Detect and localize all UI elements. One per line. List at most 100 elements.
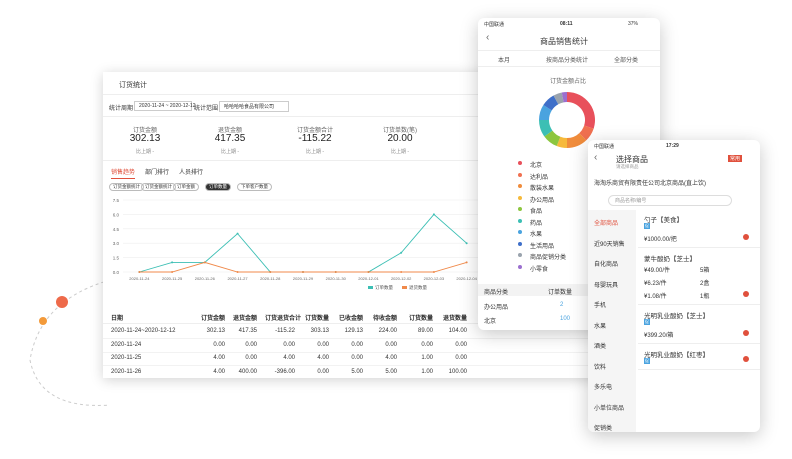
table-cell: 2020-11-25 — [111, 355, 142, 361]
point — [465, 261, 468, 264]
chip[interactable]: 下单客户数量 — [237, 183, 272, 191]
legend-dot — [518, 264, 522, 269]
legend-swatch — [402, 286, 407, 289]
point — [334, 271, 337, 273]
legend-name: 北京 — [530, 163, 543, 169]
legend-name: 散装水果 — [530, 186, 555, 192]
chip[interactable]: 订货金额统计 — [141, 183, 176, 191]
time: 17:29 — [666, 143, 679, 149]
chart-title: 订货金额占比 — [550, 79, 587, 85]
table-cell: 2020-11-26 — [111, 368, 142, 375]
badge: 促 — [644, 319, 650, 325]
table-cell: 办公用品 — [484, 305, 509, 311]
x-tick-label: 2020-12-02 — [391, 276, 412, 281]
table-cell: 224.00 — [378, 328, 397, 334]
category[interactable]: 饮料 — [594, 364, 607, 371]
divider — [103, 323, 603, 324]
table-cell: 4.00 — [317, 355, 329, 361]
x-tick-label: 2020-12-03 — [424, 276, 445, 281]
table-cell: 1.00 — [421, 355, 433, 361]
chip[interactable]: 订单金额 — [173, 183, 199, 191]
x-tick-label: 2020-11-27 — [227, 276, 248, 281]
tab[interactable]: 部门排行 — [145, 170, 170, 176]
table-cell: 303.13 — [310, 328, 329, 334]
donut-segment — [539, 120, 553, 137]
table-header: 商品分类 — [484, 290, 509, 296]
legend-name: 食品 — [530, 209, 543, 215]
table-cell: 89.00 — [417, 328, 433, 334]
add-btn — [743, 234, 749, 240]
table-cell: 5.00 — [351, 368, 363, 375]
x-tick-label: 2020-11-29 — [293, 276, 314, 281]
category[interactable]: 酒类 — [594, 344, 607, 350]
back: ‹ — [486, 32, 490, 43]
battery: 37% — [628, 21, 639, 27]
category[interactable]: 全部商品 — [594, 221, 619, 227]
legend-name: 小零食 — [530, 266, 549, 273]
category[interactable]: 母婴玩具 — [594, 282, 619, 289]
point — [432, 213, 435, 216]
stat-compare: 比上期 - — [305, 149, 325, 155]
product-name: 勺子【美食】 — [644, 217, 683, 224]
point — [302, 271, 304, 273]
tag: 常用 — [728, 155, 743, 162]
point — [171, 271, 174, 273]
search-box[interactable]: 商品名称/编号 — [608, 195, 732, 206]
time: 08:11 — [560, 21, 573, 27]
donut-segment — [567, 92, 595, 129]
point — [400, 271, 403, 273]
divider — [103, 160, 603, 161]
filter-value: 2020-11-24 ~ 2020-12-12 — [134, 101, 195, 111]
category[interactable]: 小单位商品 — [594, 405, 625, 412]
table-header: 日期 — [111, 316, 124, 322]
y-tick-label: 7.5 — [113, 198, 120, 203]
tab[interactable]: 人员排行 — [179, 170, 204, 176]
stat-label: 订货金额 — [132, 128, 157, 134]
filter[interactable]: 本月 — [498, 58, 511, 64]
filter[interactable]: 按商品分类统计 — [546, 58, 589, 64]
legend-name: 水果 — [530, 232, 543, 238]
table-header: 订货数量 — [304, 316, 329, 322]
table-cell: 0.00 — [245, 355, 257, 361]
badge: 促 — [644, 358, 650, 364]
divider — [638, 369, 760, 370]
table-cell: 302.13 — [206, 328, 225, 334]
point — [432, 271, 435, 273]
divider — [478, 66, 660, 67]
table-cell: -115.22 — [275, 328, 295, 334]
table-header: 待收金额 — [372, 316, 397, 322]
table-cell: 0.00 — [317, 341, 329, 348]
qty: 2盒 — [700, 281, 710, 287]
table-cell: 0.00 — [213, 341, 225, 348]
x-tick-label: 2020-11-26 — [195, 276, 216, 281]
legend-swatch — [368, 286, 373, 289]
chip[interactable]: 订货金额统计 — [109, 183, 144, 191]
category[interactable]: 促销类 — [594, 426, 613, 432]
point — [367, 271, 370, 273]
table-cell: 0.00 — [421, 341, 433, 348]
category[interactable]: 手机 — [594, 303, 607, 309]
price: ¥1000.00/把 — [644, 237, 677, 243]
legend-dot — [518, 195, 522, 200]
filter[interactable]: 全部分类 — [614, 58, 639, 64]
donut-segment — [561, 92, 567, 103]
category[interactable]: 多乐电 — [594, 385, 613, 391]
subtitle: 请选择商品 — [616, 164, 639, 169]
table-cell: 129.13 — [344, 328, 363, 334]
point — [269, 271, 272, 273]
add-btn — [743, 291, 749, 297]
row-line — [103, 351, 603, 353]
y-tick-label: 4.5 — [113, 227, 120, 232]
tab[interactable]: 销售趋势 — [111, 167, 136, 179]
chip[interactable]: 订单数量 — [205, 183, 231, 191]
category[interactable]: 自化商品 — [594, 262, 619, 268]
category[interactable]: 近90天销售 — [594, 241, 625, 248]
table-cell: 0.00 — [455, 355, 467, 361]
x-tick-label: 2020-11-25 — [162, 276, 183, 281]
add-btn — [743, 356, 749, 362]
category[interactable]: 水果 — [594, 323, 607, 330]
x-tick-label: 2020-12-04 — [456, 276, 477, 281]
y-tick-label: 6.0 — [113, 212, 120, 217]
table-cell: 0.00 — [283, 341, 295, 348]
